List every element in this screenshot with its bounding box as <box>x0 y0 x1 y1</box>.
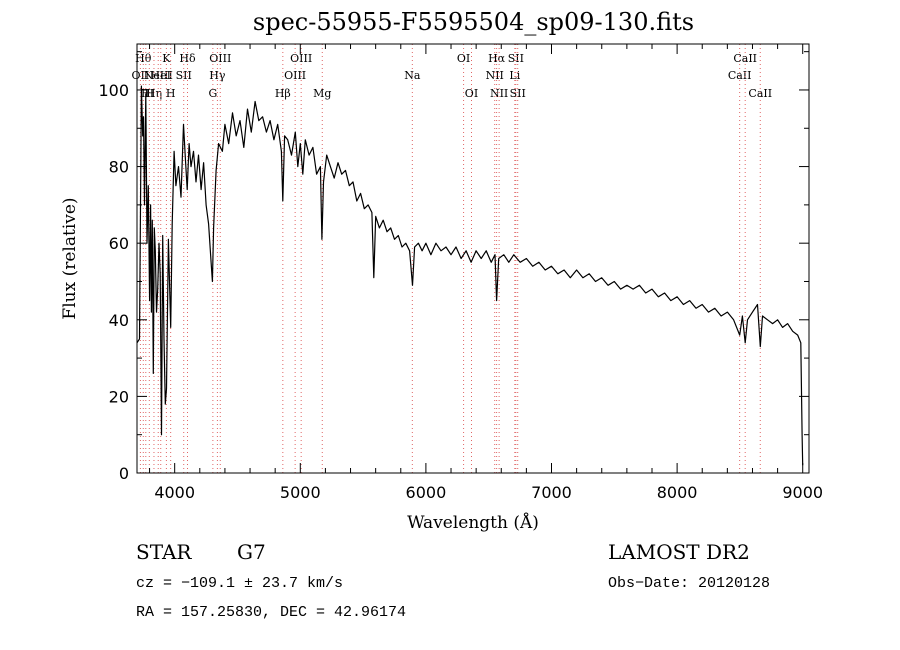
x-tick-label-5000: 5000 <box>280 483 321 502</box>
y-axis-label: Flux (relative) <box>60 197 80 319</box>
y-tick-label-40: 40 <box>109 311 129 330</box>
x-tick-label-4000: 4000 <box>154 483 195 502</box>
line-marker-label-14: Hβ <box>275 87 291 100</box>
line-marker-label-4: Hη <box>146 87 162 100</box>
x-axis-label: Wavelength (Å) <box>407 512 539 533</box>
line-marker-label-27: CaII <box>728 69 752 82</box>
line-marker-label-26: SII <box>510 87 526 100</box>
line-marker-label-11: G <box>208 87 217 100</box>
x-tick-label-9000: 9000 <box>782 483 823 502</box>
line-marker-label-18: Na <box>404 69 421 82</box>
line-marker-label-20: OI <box>465 87 478 100</box>
x-tick-label-6000: 6000 <box>406 483 447 502</box>
spectrum-line <box>136 85 804 466</box>
line-marker-label-21: NII <box>486 69 504 82</box>
chart-title: spec-55955-F5595504_sp09-130.fits <box>252 8 695 36</box>
line-marker-label-29: CaII <box>748 87 772 100</box>
survey-label: LAMOST DR2 <box>608 540 750 564</box>
observation-date: Obs−Date: 20120128 <box>608 575 771 592</box>
object-subclass: G7 <box>237 540 266 564</box>
line-marker-label-16: OIII <box>290 52 312 65</box>
y-tick-label-20: 20 <box>109 387 129 406</box>
line-marker-label-15: OIII <box>284 69 306 82</box>
x-tick-label-8000: 8000 <box>657 483 698 502</box>
ra-dec-coordinates: RA = 157.25830, DEC = 42.96174 <box>136 604 407 621</box>
y-tick-label-0: 0 <box>119 464 129 483</box>
line-marker-label-28: CaII <box>733 52 757 65</box>
y-tick-label-80: 80 <box>109 158 129 177</box>
line-marker-label-0: OII <box>132 69 150 82</box>
plot-frame <box>136 43 810 474</box>
line-marker-label-19: OI <box>457 52 470 65</box>
line-marker-label-6: HeI <box>151 69 171 82</box>
redshift-velocity: cz = −109.1 ± 23.7 km/s <box>136 575 344 592</box>
line-marker-label-7: K <box>162 52 171 65</box>
line-marker-label-5: NeIII <box>144 69 173 82</box>
line-marker-label-10: Hδ <box>179 52 196 65</box>
line-marker-label-9: SII <box>176 69 192 82</box>
line-marker-label-25: SII <box>508 52 524 65</box>
line-marker-label-22: Hα <box>488 52 506 65</box>
line-marker-label-12: Hγ <box>209 69 226 82</box>
line-marker-label-8: H <box>166 87 176 100</box>
line-marker-label-1: Hθ <box>135 52 152 65</box>
object-class: STAR <box>136 540 192 564</box>
y-tick-label-60: 60 <box>109 234 129 253</box>
line-marker-label-17: Mg <box>313 87 331 100</box>
line-marker-label-3: H <box>145 87 155 100</box>
line-marker-label-23: NII <box>490 87 508 100</box>
y-tick-label-100: 100 <box>98 81 129 100</box>
x-tick-label-7000: 7000 <box>531 483 572 502</box>
line-marker-label-13: OIII <box>209 52 231 65</box>
line-marker-label-24: Li <box>509 69 520 82</box>
